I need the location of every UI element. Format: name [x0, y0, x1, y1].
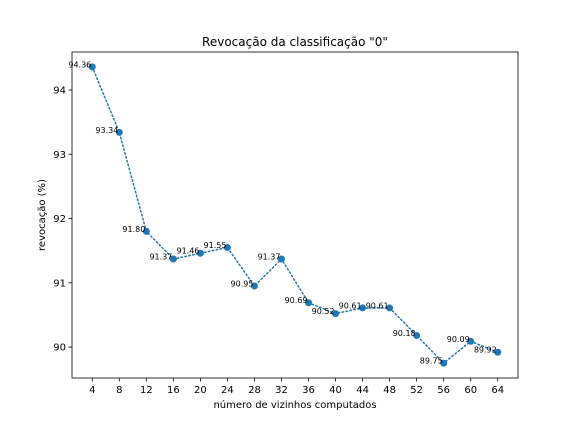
series-layer [88, 63, 502, 367]
data-point [413, 332, 421, 340]
x-tick-label: 16 [167, 385, 180, 396]
data-label: 90.18 [393, 329, 416, 338]
y-tick-label: 93 [53, 150, 66, 161]
data-point [142, 227, 150, 235]
y-axis-ticks: 90 91 92 93 94 [53, 85, 72, 354]
x-tick-label: 8 [116, 385, 122, 396]
y-tick-label: 94 [53, 85, 66, 96]
data-point [169, 255, 177, 263]
data-point [305, 299, 313, 307]
data-label: 90.95 [231, 280, 254, 289]
data-point [88, 63, 96, 71]
data-label: 94.36 [68, 60, 91, 69]
data-point [250, 282, 258, 290]
y-tick-label: 91 [53, 278, 66, 289]
data-point [440, 359, 448, 367]
data-point [386, 304, 394, 312]
data-point [115, 128, 123, 136]
data-point [277, 255, 285, 263]
data-label: 89.75 [420, 357, 443, 366]
data-point [494, 348, 502, 356]
data-point [467, 337, 475, 345]
x-tick-label: 28 [248, 385, 261, 396]
data-label: 90.69 [285, 296, 308, 305]
data-label: 90.09 [447, 335, 470, 344]
x-tick-label: 32 [275, 385, 288, 396]
data-labels-layer: 94.36 93.34 91.80 91.37 91.46 91.55 90.95 91.37… [68, 60, 496, 365]
data-label: 90.52 [312, 307, 335, 316]
data-label: 91.55 [204, 241, 227, 250]
data-point [332, 310, 340, 318]
data-label: 91.80 [122, 225, 145, 234]
data-label: 91.46 [176, 247, 199, 256]
plot-frame [71, 51, 519, 379]
x-tick-label: 40 [329, 385, 342, 396]
data-label: 89.92 [474, 346, 497, 355]
x-tick-label: 64 [491, 385, 504, 396]
x-tick-label: 44 [356, 385, 369, 396]
x-tick-label: 12 [140, 385, 153, 396]
data-label: 91.37 [258, 253, 281, 262]
data-label: 91.37 [149, 253, 172, 262]
x-tick-label: 48 [383, 385, 396, 396]
series-line [91, 66, 499, 365]
data-point [359, 304, 367, 312]
y-tick-label: 92 [53, 214, 66, 225]
data-label: 93.34 [95, 126, 118, 135]
x-tick-label: 24 [221, 385, 234, 396]
data-label: 90.61 [366, 301, 389, 310]
y-axis-label: revocação (%) [37, 179, 48, 251]
x-tick-label: 56 [437, 385, 450, 396]
data-point [196, 249, 204, 257]
x-tick-label: 36 [302, 385, 315, 396]
x-tick-label: 52 [410, 385, 423, 396]
x-axis-ticks: 4 8 12 16 20 24 28 32 36 40 44 48 52 56 60 64 [89, 378, 504, 396]
x-tick-label: 60 [464, 385, 477, 396]
data-label: 90.61 [339, 301, 362, 310]
x-axis-label: número de vizinhos computados [213, 399, 376, 411]
y-tick-label: 90 [53, 343, 66, 354]
x-tick-label: 4 [89, 385, 95, 396]
data-point [223, 243, 231, 251]
chart-title: Revocação da classificação "0" [202, 35, 388, 49]
x-tick-label: 20 [194, 385, 207, 396]
